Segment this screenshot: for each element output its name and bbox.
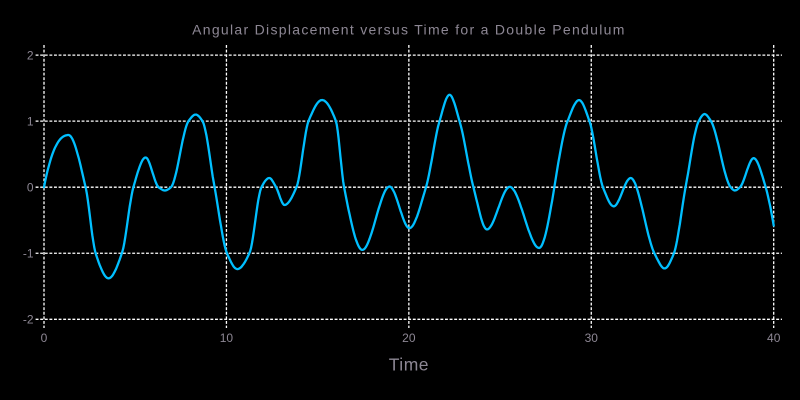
svg-text:40: 40 (767, 331, 781, 345)
svg-text:30: 30 (585, 331, 599, 345)
svg-text:-2: -2 (23, 313, 34, 327)
svg-text:10: 10 (220, 331, 234, 345)
svg-text:1: 1 (27, 115, 34, 129)
svg-text:-1: -1 (23, 247, 34, 261)
svg-text:0: 0 (41, 331, 48, 345)
svg-text:0: 0 (27, 181, 34, 195)
svg-text:Time: Time (389, 355, 429, 375)
svg-text:20: 20 (402, 331, 416, 345)
svg-text:2: 2 (27, 48, 34, 62)
svg-text:Angular Displacement versus Ti: Angular Displacement versus Time for a D… (192, 22, 626, 38)
